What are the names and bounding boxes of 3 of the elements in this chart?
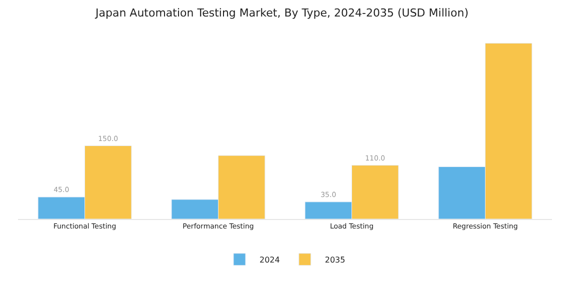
legend-label: 2035: [324, 256, 346, 265]
chart-title: Japan Automation Testing Market, By Type, 2024-2035 (USD Million): [94, 6, 468, 20]
legend-label: 2024: [260, 256, 280, 265]
